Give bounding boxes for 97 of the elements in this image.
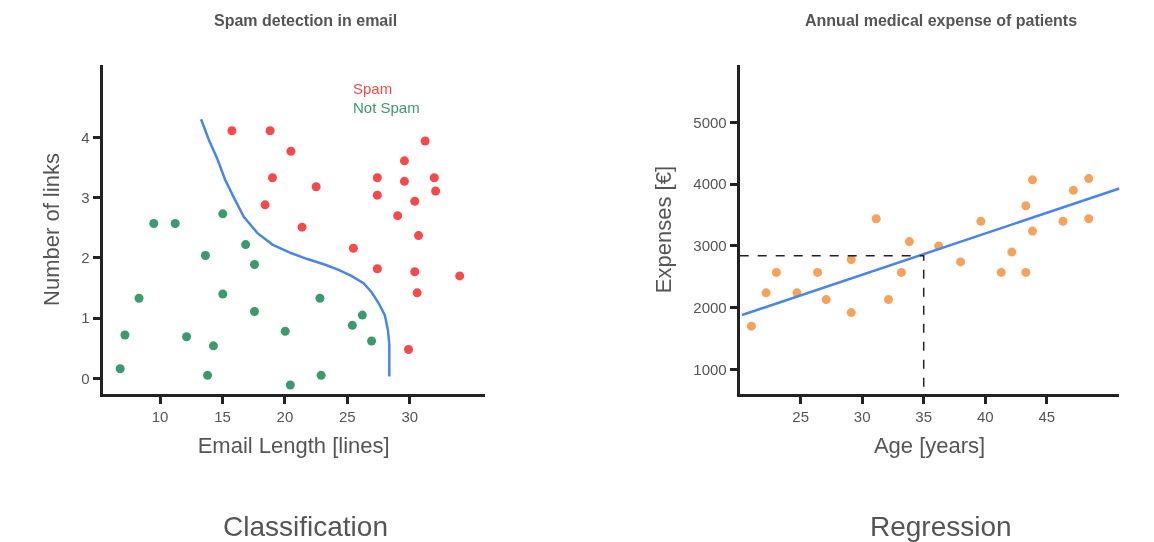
point	[1028, 226, 1037, 236]
y-axis-title: Expenses [€]	[651, 165, 677, 294]
point	[134, 293, 144, 303]
point	[311, 182, 321, 192]
y-tick-label: 1000	[693, 360, 727, 378]
point	[956, 257, 966, 267]
point	[200, 250, 210, 260]
x-tick-label: 10	[151, 408, 169, 426]
point	[746, 321, 756, 331]
point	[1028, 175, 1037, 185]
point	[280, 326, 290, 336]
x-tick-label: 30	[401, 408, 419, 426]
point	[455, 271, 465, 281]
x-tick-label: 25	[339, 408, 356, 426]
point	[1068, 185, 1078, 195]
point	[149, 219, 159, 229]
y-tick-label: 0	[81, 369, 90, 387]
text: Regression	[870, 511, 1012, 542]
text: Not Spam	[353, 99, 420, 116]
point	[976, 216, 986, 226]
chart-title: Spam detection in email	[214, 12, 398, 29]
point	[399, 156, 409, 166]
point	[846, 308, 856, 318]
y-tick-label: 1	[81, 309, 90, 327]
point	[348, 243, 358, 253]
point	[399, 176, 409, 186]
point	[393, 211, 403, 221]
point	[357, 310, 367, 320]
point	[1084, 174, 1094, 184]
point	[267, 173, 277, 183]
point	[316, 370, 326, 380]
point	[1058, 216, 1068, 226]
y-tick-label: 4000	[693, 175, 727, 193]
point	[896, 267, 906, 277]
point	[265, 126, 275, 136]
y-tick-label: 3000	[693, 237, 727, 255]
point	[218, 289, 228, 299]
text: Classification	[223, 511, 388, 542]
point	[182, 332, 192, 342]
point	[821, 295, 831, 305]
chart-title: Annual medical expense of patients	[805, 12, 1078, 29]
line-series	[199, 118, 391, 378]
point	[227, 126, 237, 136]
x-tick-label: 30	[853, 408, 871, 426]
point	[250, 259, 259, 269]
point	[120, 330, 130, 340]
point	[996, 267, 1006, 277]
point	[203, 370, 213, 380]
y-axis-title: Number of links	[39, 153, 65, 306]
point	[297, 222, 307, 232]
point	[1084, 214, 1094, 224]
x-axis-title: Age [years]	[873, 432, 986, 458]
point	[367, 336, 377, 346]
point	[771, 267, 781, 277]
point	[241, 240, 251, 250]
point	[884, 295, 893, 305]
point	[429, 173, 439, 183]
x-tick-label: 25	[792, 408, 809, 426]
point	[260, 200, 270, 210]
point	[372, 264, 382, 274]
point	[115, 364, 125, 374]
point	[431, 186, 441, 196]
x-tick-label: 20	[276, 408, 294, 426]
point	[813, 267, 823, 277]
point	[404, 344, 414, 354]
point	[414, 231, 424, 241]
y-tick-label: 2000	[693, 298, 727, 316]
x-axis-title: Email Length [lines]	[197, 432, 390, 458]
y-tick-label: 4	[81, 128, 90, 146]
point	[1021, 267, 1031, 277]
point	[1007, 247, 1017, 257]
point	[347, 320, 357, 330]
point	[170, 219, 180, 229]
point	[250, 306, 259, 316]
text: Spam	[353, 80, 393, 97]
point	[285, 380, 295, 390]
y-tick-label: 3	[81, 188, 90, 206]
point	[315, 293, 325, 303]
point	[420, 136, 430, 146]
point	[410, 267, 420, 277]
point	[1021, 201, 1031, 211]
point	[208, 341, 218, 351]
point	[372, 173, 382, 183]
x-tick-label: 15	[214, 408, 231, 426]
y-tick-label: 2	[81, 249, 90, 267]
point	[410, 196, 420, 206]
point	[286, 146, 296, 156]
point	[218, 209, 228, 219]
point	[904, 237, 914, 247]
point	[871, 214, 881, 224]
point	[412, 288, 422, 298]
y-tick-label: 5000	[693, 113, 727, 131]
x-tick-label: 35	[915, 408, 933, 426]
x-tick-label: 45	[1038, 408, 1056, 426]
x-tick-label: 40	[976, 408, 994, 426]
point	[372, 190, 382, 200]
point	[761, 288, 771, 298]
